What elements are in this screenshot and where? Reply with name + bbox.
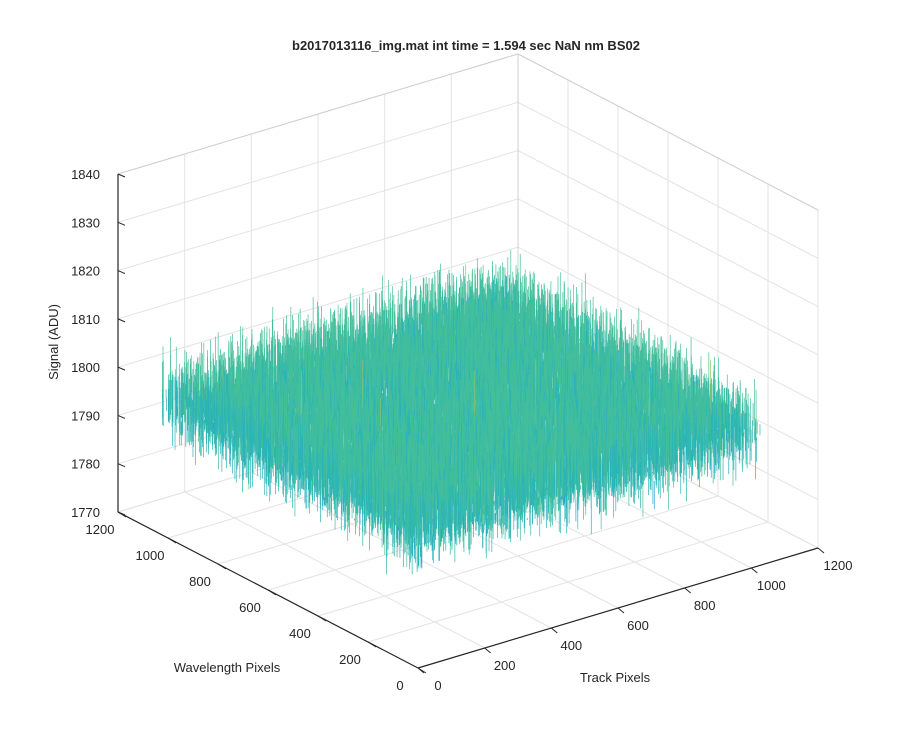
grid-line xyxy=(317,495,719,617)
grid-line xyxy=(367,521,769,643)
grid-line xyxy=(117,101,519,223)
surface-mesh xyxy=(162,250,761,575)
grid-line xyxy=(517,198,819,356)
grid-line xyxy=(517,246,819,404)
grid-line xyxy=(117,198,519,320)
grid-line xyxy=(117,150,519,272)
box-edge xyxy=(117,53,519,175)
grid-line xyxy=(517,101,819,259)
box-edge xyxy=(517,53,819,211)
grid-line xyxy=(517,150,819,308)
